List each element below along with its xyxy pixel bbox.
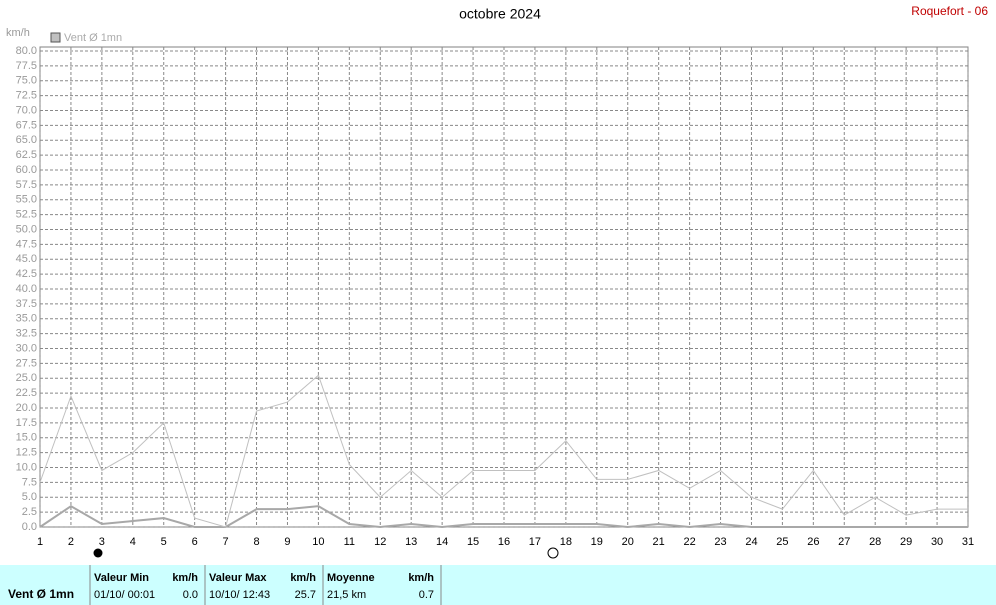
x-tick-label: 5: [161, 536, 167, 548]
y-tick-label: 65.0: [16, 134, 37, 146]
x-tick-label: 29: [900, 536, 912, 548]
x-tick-label: 23: [714, 536, 726, 548]
y-tick-label: 5.0: [22, 491, 37, 503]
y-tick-label: 35.0: [16, 313, 37, 325]
summary-header: Valeur Max: [209, 572, 267, 584]
x-tick-label: 6: [192, 536, 198, 548]
x-tick-label: 24: [745, 536, 757, 548]
station: Roquefort - 06: [911, 4, 988, 18]
y-tick-label: 70.0: [16, 104, 37, 116]
y-tick-label: 27.5: [16, 357, 37, 369]
y-tick-label: 37.5: [16, 298, 37, 310]
y-tick-label: 2.5: [22, 506, 37, 518]
y-tick-label: 20.0: [16, 402, 37, 414]
y-tick-label: 77.5: [16, 60, 37, 72]
y-tick-label: 32.5: [16, 328, 37, 340]
summary-unit: km/h: [290, 572, 316, 584]
y-tick-label: 0.0: [22, 521, 37, 533]
y-tick-label: 45.0: [16, 253, 37, 265]
y-tick-label: 30.0: [16, 342, 37, 354]
y-tick-label: 57.5: [16, 179, 37, 191]
y-tick-label: 47.5: [16, 238, 37, 250]
moon-new: [93, 548, 103, 558]
y-tick-label: 25.0: [16, 372, 37, 384]
summary-header: Moyenne: [327, 572, 375, 584]
x-tick-label: 20: [622, 536, 634, 548]
y-tick-label: 67.5: [16, 119, 37, 131]
x-tick-label: 18: [560, 536, 572, 548]
summary-unit: km/h: [408, 572, 434, 584]
x-tick-label: 13: [405, 536, 417, 548]
moon-full: [547, 547, 559, 559]
x-tick-label: 17: [529, 536, 541, 548]
chart-title: octobre 2024: [459, 6, 541, 22]
x-tick-label: 14: [436, 536, 448, 548]
x-tick-label: 31: [962, 536, 974, 548]
x-tick-label: 22: [683, 536, 695, 548]
summary-value: 0.7: [419, 589, 434, 601]
y-tick-label: 80.0: [16, 45, 37, 57]
summary-value: 0.0: [183, 589, 198, 601]
x-tick-label: 15: [467, 536, 479, 548]
x-tick-label: 9: [284, 536, 290, 548]
legend-label: Vent Ø 1mn: [64, 32, 122, 44]
y-tick-label: 72.5: [16, 90, 37, 102]
summary-when: 10/10/ 12:43: [209, 589, 270, 601]
summary-unit: km/h: [172, 572, 198, 584]
y-tick-label: 55.0: [16, 194, 37, 206]
x-tick-label: 1: [37, 536, 43, 548]
y-tick-label: 62.5: [16, 149, 37, 161]
x-tick-label: 8: [253, 536, 259, 548]
x-tick-label: 12: [374, 536, 386, 548]
series-line: [39, 374, 968, 528]
x-tick-label: 27: [838, 536, 850, 548]
y-tick-label: 75.0: [16, 75, 37, 87]
y-tick-label: 42.5: [16, 268, 37, 280]
x-tick-label: 10: [312, 536, 324, 548]
summary-header: Valeur Min: [94, 572, 149, 584]
x-tick-label: 4: [130, 536, 136, 548]
x-tick-label: 25: [776, 536, 788, 548]
summary-value: 25.7: [295, 589, 316, 601]
y-tick-label: 60.0: [16, 164, 37, 176]
x-tick-label: 16: [498, 536, 510, 548]
x-tick-label: 2: [68, 536, 74, 548]
summary-when: 21,5 km: [327, 589, 366, 601]
y-tick-label: 12.5: [16, 447, 37, 459]
y-tick-label: 22.5: [16, 387, 37, 399]
legend-swatch: [50, 32, 61, 43]
y-tick-label: 40.0: [16, 283, 37, 295]
x-tick-label: 11: [344, 536, 355, 548]
x-tick-label: 19: [591, 536, 603, 548]
x-tick-label: 21: [653, 536, 665, 548]
y-tick-label: 7.5: [22, 476, 37, 488]
x-tick-label: 28: [869, 536, 881, 548]
y-axis-label: km/h: [6, 27, 30, 39]
series-line: [39, 504, 968, 529]
y-tick-label: 52.5: [16, 209, 37, 221]
x-tick-label: 3: [99, 536, 105, 548]
y-tick-label: 50.0: [16, 223, 37, 235]
summary-when: 01/10/ 00:01: [94, 589, 155, 601]
summary-title: Vent Ø 1mn: [8, 587, 74, 601]
y-tick-label: 15.0: [16, 432, 37, 444]
x-tick-label: 26: [807, 536, 819, 548]
summary-bg: [0, 565, 996, 605]
y-tick-label: 10.0: [16, 461, 37, 473]
y-tick-label: 17.5: [16, 417, 37, 429]
x-tick-label: 7: [223, 536, 229, 548]
x-tick-label: 30: [931, 536, 943, 548]
